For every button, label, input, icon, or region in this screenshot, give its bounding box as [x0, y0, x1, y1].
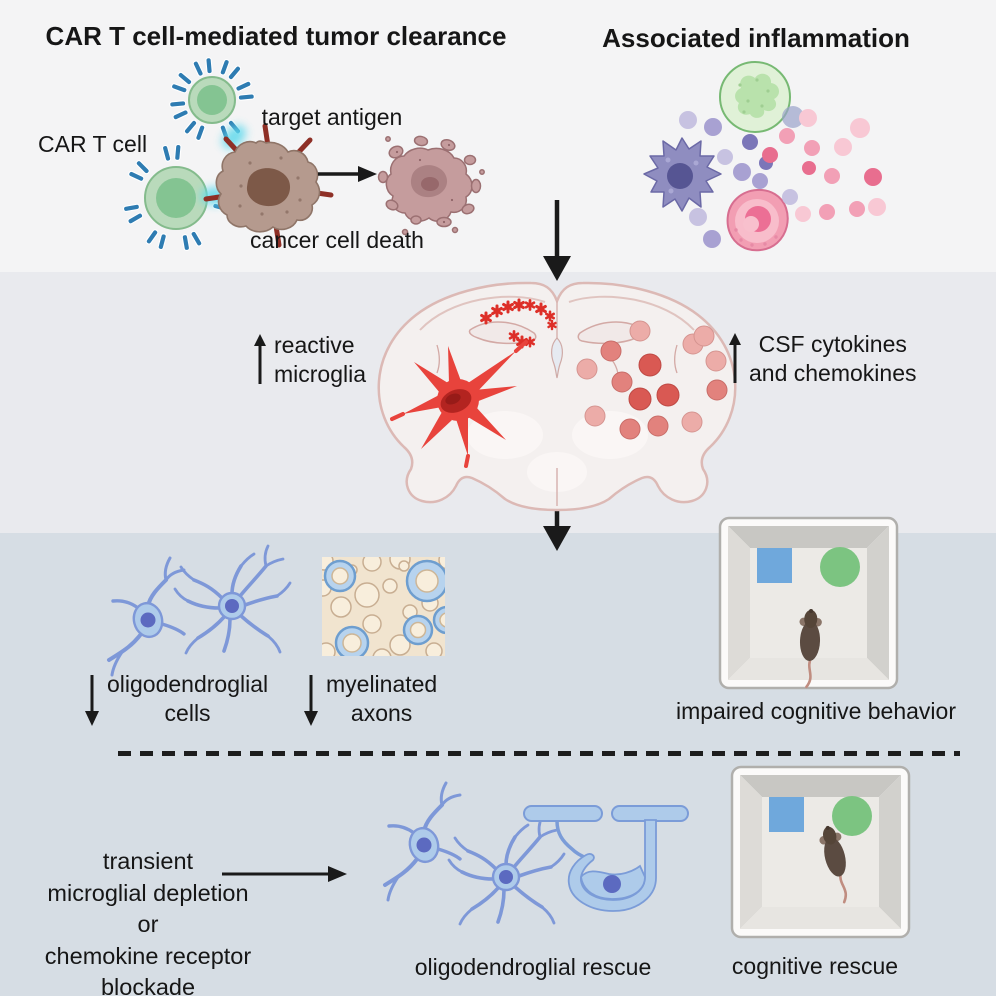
- cognitive-rescue-label: cognitive rescue: [731, 953, 899, 979]
- title-tumor-clearance: CAR T cell-mediated tumor clearance: [45, 21, 507, 51]
- myelinating-oligodendrocyte-icon: [523, 805, 689, 912]
- dashed-divider: [118, 751, 960, 756]
- intervention-arrow-icon: [222, 866, 347, 882]
- target-antigen-label: target antigen: [261, 104, 403, 130]
- myelin-line2: axons: [350, 700, 413, 726]
- reactive-microglia-line1: reactive: [274, 332, 355, 358]
- reactive-microglia-line2: microglia: [274, 361, 367, 387]
- title-associated-inflammation: Associated inflammation: [602, 23, 910, 53]
- intervention-line4: chemokine receptor: [44, 942, 252, 969]
- csf-cytokine-dots-icon: [576, 320, 728, 440]
- up-arrow-icon: [254, 334, 266, 384]
- myelin-line1: myelinated: [326, 671, 438, 697]
- down-arrow-icon: [304, 675, 318, 726]
- oligodendroglial-rescue-label: oligodendroglial rescue: [414, 954, 652, 980]
- neutrophil-icon: [719, 61, 791, 133]
- reactive-microglia-label: reactive microglia: [253, 331, 366, 389]
- car-t-cell-label: CAR T cell: [38, 131, 148, 157]
- intervention-line5: blockade: [100, 974, 196, 996]
- impaired-behavior-label: impaired cognitive behavior: [676, 698, 956, 724]
- macrophage-icon: [643, 137, 722, 212]
- oligodendroglial-rescue-cells-icon: [383, 781, 689, 926]
- intervention-label: transient microglial depletion or chemok…: [45, 846, 251, 996]
- open-field-arena-impaired-icon: [718, 516, 899, 690]
- csf-cytokines-label: CSF cytokines and chemokines: [728, 330, 917, 388]
- cancer-cell-death-label: cancer cell death: [250, 227, 424, 253]
- oligo-cells-line2: cells: [164, 700, 211, 726]
- car-t-cells-icon: [121, 56, 256, 253]
- oligodendroglial-cells-label: oligodendroglial cells: [84, 670, 268, 728]
- csf-line1: CSF cytokines: [758, 331, 907, 357]
- down-arrow-icon: [85, 675, 99, 726]
- clearance-arrow-icon: [318, 166, 377, 182]
- monocyte-icon: [726, 188, 789, 252]
- dead-cancer-cell-icon: [377, 135, 485, 236]
- brain-section-icon: [377, 281, 737, 512]
- up-arrow-icon: [729, 333, 741, 383]
- myelinated-axons-panel-icon: [322, 557, 445, 656]
- immune-cell-cluster-icon: [643, 61, 886, 252]
- cancer-cell-icon: [203, 123, 334, 248]
- oligo-cells-line1: oligodendroglial: [107, 671, 269, 697]
- cytokine-dots-icon: [679, 106, 886, 248]
- intervention-line1: transient: [102, 848, 194, 874]
- reactive-microglia-cell-icon: [390, 340, 528, 468]
- intervention-line2: microglial depletion: [47, 879, 249, 906]
- down-arrow-top-icon: [543, 200, 571, 281]
- oligodendrocyte-cells-icon: [107, 544, 292, 677]
- intervention-line3: or: [137, 911, 159, 937]
- open-field-arena-rescue-icon: [730, 765, 911, 939]
- myelinated-axons-label: myelinated axons: [303, 670, 437, 728]
- csf-line2: and chemokines: [749, 360, 917, 386]
